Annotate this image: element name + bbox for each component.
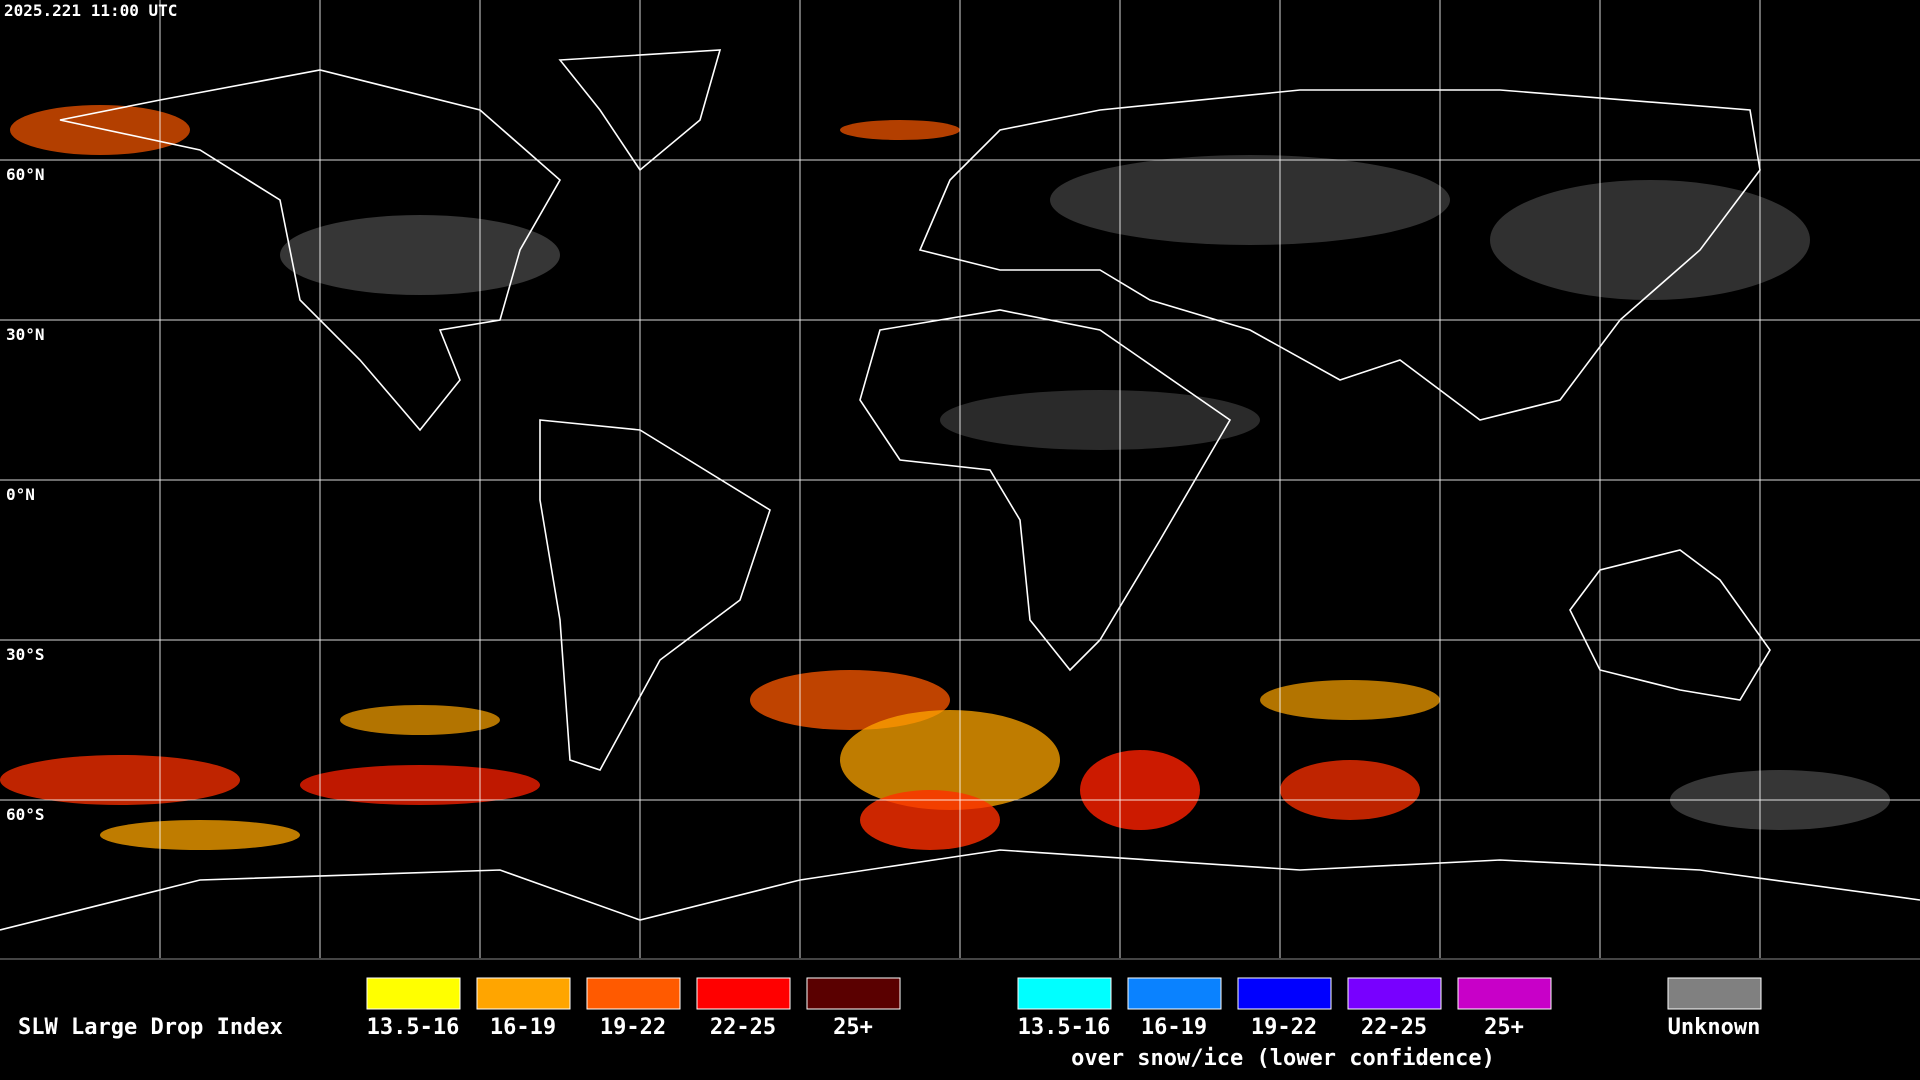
cloud xyxy=(10,105,190,155)
cloud xyxy=(840,710,1060,810)
legend: 13.5-16 16-19 19-22 22-25 25+ 13.5-16 16-19 19-… xyxy=(366,977,1762,1040)
legend-label: 19-22 xyxy=(1251,1015,1317,1040)
legend-label: 19-22 xyxy=(600,1015,666,1040)
legend-swatch xyxy=(1127,977,1222,1010)
legend-swatch xyxy=(586,977,681,1010)
cloud xyxy=(840,120,960,140)
cloud xyxy=(280,215,560,295)
legend-label: 22-25 xyxy=(710,1015,776,1040)
legend-label: 25+ xyxy=(1484,1015,1524,1040)
legend-label: 16-19 xyxy=(490,1015,556,1040)
cloud xyxy=(860,790,1000,850)
legend-label: 13.5-16 xyxy=(367,1015,460,1040)
coastline xyxy=(558,49,722,172)
legend-swatch xyxy=(696,977,791,1010)
coastline xyxy=(539,419,771,771)
legend-swatch xyxy=(1347,977,1442,1010)
legend-swatch xyxy=(366,977,461,1010)
legend-swatch xyxy=(1457,977,1552,1010)
legend-swatch xyxy=(1237,977,1332,1010)
legend-label: Unknown xyxy=(1668,1015,1761,1040)
separator xyxy=(0,958,1920,960)
legend-label: 13.5-16 xyxy=(1018,1015,1111,1040)
latitude-label: 30°N xyxy=(6,325,45,344)
coastline xyxy=(859,309,1232,672)
latitude-label: 60°N xyxy=(6,165,45,184)
legend-label: 22-25 xyxy=(1361,1015,1427,1040)
timestamp: 2025.221 11:00 UTC xyxy=(4,1,177,20)
legend-title: SLW Large Drop Index xyxy=(18,1015,283,1040)
cloud xyxy=(100,820,300,850)
coastline xyxy=(1569,549,1771,701)
cloud xyxy=(1050,155,1450,245)
cloud xyxy=(940,390,1260,450)
latitude-label: 30°S xyxy=(6,645,45,664)
cloud xyxy=(300,765,540,805)
legend-swatch xyxy=(806,977,901,1010)
coastline xyxy=(59,69,562,432)
legend-note: over snow/ice (lower confidence) xyxy=(1071,1046,1495,1071)
cloud xyxy=(340,705,500,735)
cloud xyxy=(1490,180,1810,300)
cloud xyxy=(0,755,240,805)
latitude-label: 60°S xyxy=(6,805,45,824)
cloud xyxy=(1280,760,1420,820)
legend-label: 16-19 xyxy=(1141,1015,1207,1040)
cloud xyxy=(1260,680,1440,720)
legend-swatch xyxy=(476,977,571,1010)
legend-swatch xyxy=(1667,977,1762,1010)
legend-label: 25+ xyxy=(833,1015,873,1040)
graticule: 60°N 30°N 0°N 30°S 60°S xyxy=(0,0,1920,958)
legend-swatch xyxy=(1017,977,1112,1010)
cloud xyxy=(1080,750,1200,830)
latitude-label: 0°N xyxy=(6,485,35,504)
